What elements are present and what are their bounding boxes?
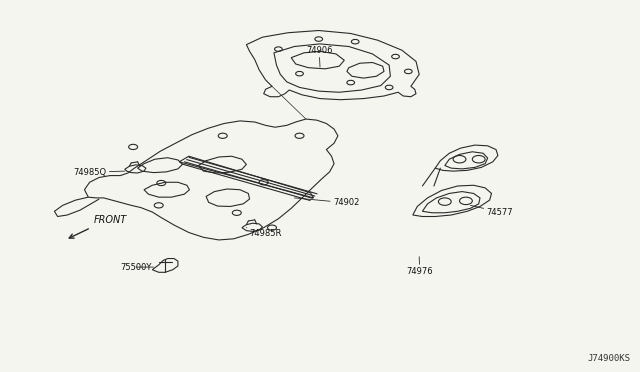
Text: FRONT: FRONT <box>94 215 127 225</box>
Text: 74906: 74906 <box>306 46 332 67</box>
Text: 74577: 74577 <box>470 205 513 217</box>
Text: 74985Q: 74985Q <box>74 168 125 177</box>
Text: 74985R: 74985R <box>246 228 282 238</box>
Text: 74902: 74902 <box>294 198 359 207</box>
Text: 75500Y: 75500Y <box>120 263 154 272</box>
Text: J74900KS: J74900KS <box>588 354 630 363</box>
Text: 74976: 74976 <box>406 257 433 276</box>
